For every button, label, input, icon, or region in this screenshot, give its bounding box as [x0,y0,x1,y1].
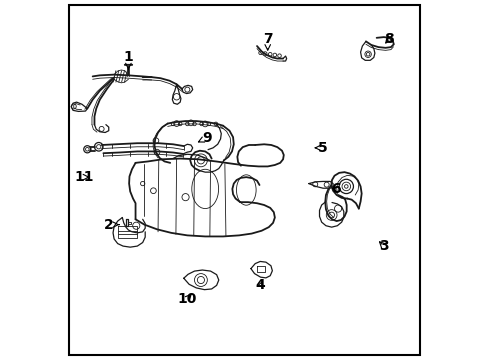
Text: 4: 4 [255,278,265,292]
Text: 10: 10 [177,292,197,306]
Text: 5: 5 [314,141,327,155]
Circle shape [325,210,336,220]
Circle shape [339,179,353,194]
Text: 11: 11 [75,170,94,184]
Text: 9: 9 [198,131,211,145]
Text: 6: 6 [330,182,340,196]
Text: 2: 2 [103,218,119,231]
Text: 3: 3 [378,239,388,253]
Circle shape [94,143,103,151]
Text: 1: 1 [123,50,133,69]
Text: 8: 8 [384,32,393,46]
Text: 7: 7 [263,32,272,50]
Circle shape [83,146,91,153]
